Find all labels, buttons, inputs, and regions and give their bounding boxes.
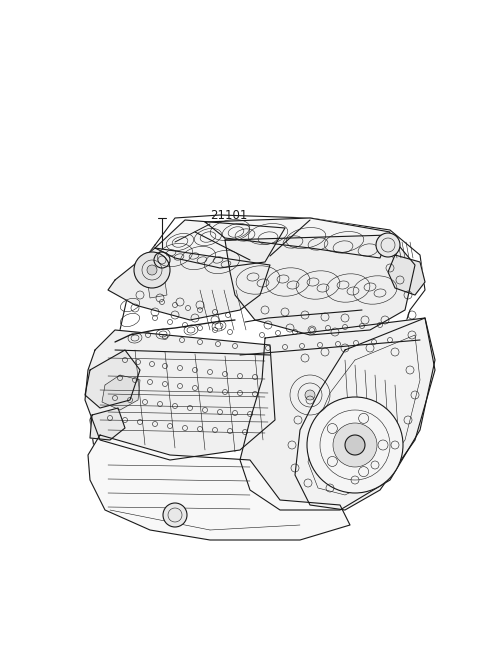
Circle shape: [134, 252, 170, 288]
Polygon shape: [225, 235, 415, 335]
Polygon shape: [205, 218, 390, 258]
Polygon shape: [388, 255, 425, 295]
Polygon shape: [85, 330, 275, 460]
Circle shape: [307, 397, 403, 493]
Polygon shape: [88, 435, 350, 540]
Polygon shape: [108, 248, 270, 320]
Circle shape: [333, 423, 377, 467]
Polygon shape: [90, 215, 425, 530]
Polygon shape: [102, 375, 140, 410]
Circle shape: [163, 503, 187, 527]
Circle shape: [305, 390, 315, 400]
Polygon shape: [148, 282, 167, 298]
Polygon shape: [90, 408, 125, 440]
Polygon shape: [295, 318, 435, 510]
Polygon shape: [85, 350, 140, 408]
Text: 21101: 21101: [210, 209, 247, 222]
Circle shape: [376, 233, 400, 257]
Circle shape: [345, 435, 365, 455]
Circle shape: [147, 265, 157, 275]
Polygon shape: [240, 318, 435, 510]
Polygon shape: [155, 220, 285, 268]
